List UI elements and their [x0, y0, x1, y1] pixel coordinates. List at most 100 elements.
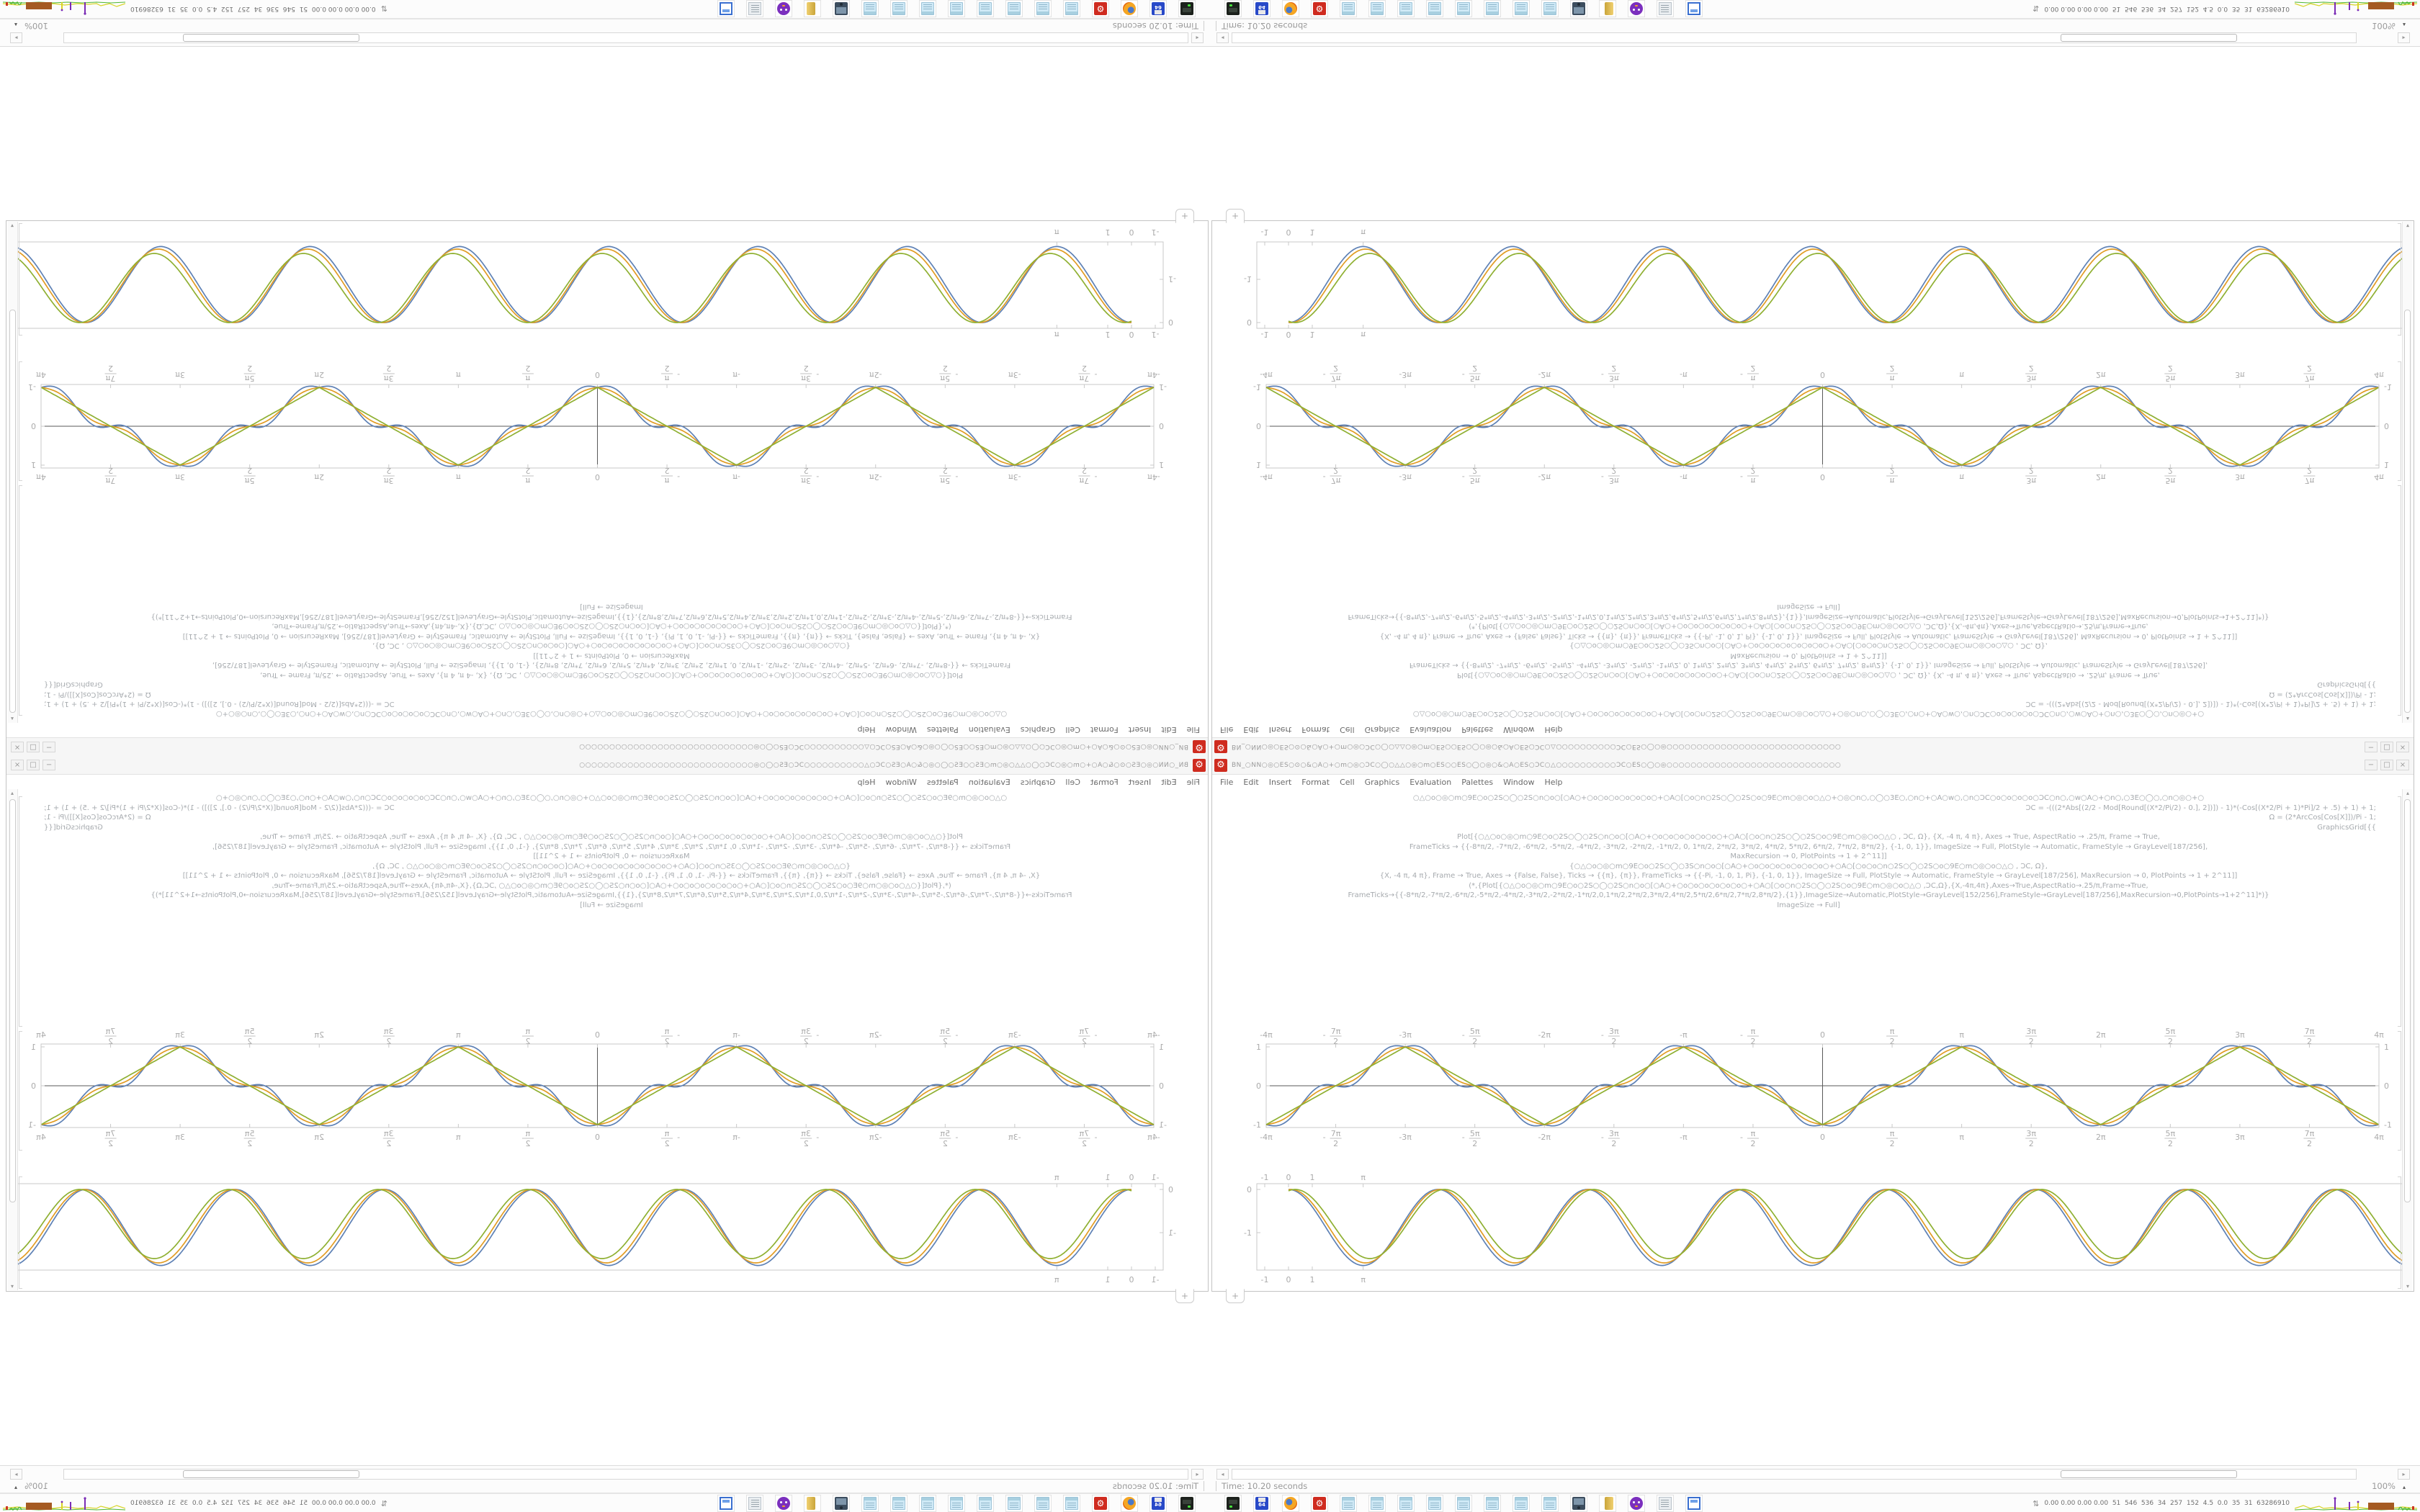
scroll-left-button[interactable]: ◂: [1191, 32, 1204, 43]
horizontal-scrollbar-thumb[interactable]: [183, 1470, 359, 1478]
folder-icon[interactable]: [1599, 0, 1616, 17]
notepad-icon[interactable]: [1426, 1495, 1443, 1512]
menu-item-cell[interactable]: Cell: [1065, 778, 1080, 787]
output-cell-bracket[interactable]: [2398, 1031, 2401, 1151]
menu-item-palettes[interactable]: Palettes: [926, 778, 959, 787]
vertical-scrollbar[interactable]: ▴ ▾: [8, 789, 18, 1290]
code-cell-bracket[interactable]: [2398, 796, 2401, 1027]
blue-window-icon[interactable]: [717, 0, 735, 17]
scroll-up-icon[interactable]: ▴: [2406, 716, 2409, 722]
horizontal-scrollbar[interactable]: [1232, 32, 2357, 43]
notepad-icon[interactable]: [1005, 1495, 1023, 1512]
monitor-camera-icon[interactable]: [1570, 1495, 1587, 1512]
monitor-camera-icon[interactable]: [1570, 0, 1587, 17]
menu-item-evaluation[interactable]: Evaluation: [1410, 778, 1452, 787]
output-cell-bracket[interactable]: [2398, 361, 2401, 481]
notepad-icon[interactable]: [1368, 0, 1386, 17]
add-cell-button[interactable]: +: [1175, 1289, 1194, 1303]
add-cell-button[interactable]: +: [1226, 209, 1245, 223]
window-titlebar[interactable]: ⚙ BN_○NN○◎○ES○⊙○&○A○+○m○◎○ƆC○◯○△△○◎○m○ES…: [1212, 737, 2414, 756]
vertical-scrollbar[interactable]: ▴ ▾: [2402, 222, 2412, 723]
vertical-scrollbar-thumb[interactable]: [2404, 310, 2411, 713]
notepad-icon[interactable]: [977, 0, 994, 17]
menu-item-graphics[interactable]: Graphics: [1020, 778, 1056, 787]
vertical-scrollbar[interactable]: ▴ ▾: [2402, 789, 2412, 1290]
output-cell-bracket[interactable]: [19, 223, 22, 336]
zoom-dropdown-icon[interactable]: ▴: [14, 1484, 18, 1490]
window-titlebar[interactable]: ⚙ BN_○NN○◎○ES○⊙○&○A○+○m○◎○ƆC○◯○△△○◎○m○ES…: [6, 756, 1208, 775]
menu-item-file[interactable]: File: [1220, 725, 1234, 734]
output-cell-bracket[interactable]: [19, 1176, 22, 1289]
minimize-button[interactable]: −: [42, 760, 55, 770]
notepad-icon[interactable]: [1541, 1495, 1559, 1512]
horizontal-scrollbar[interactable]: [63, 32, 1188, 43]
floppy-64-icon[interactable]: 64: [1150, 1495, 1167, 1512]
code-cell[interactable]: ○△○o○◎○m○9E○o○2S○◯○2S○n○o○[○A○+○o○o○o○o○…: [44, 602, 1179, 719]
folder-icon[interactable]: [804, 0, 821, 17]
sysmon-chevron-icon[interactable]: ⇅: [380, 4, 387, 14]
zoom-control[interactable]: 100% ▴: [2372, 21, 2406, 31]
menu-item-help[interactable]: Help: [1544, 778, 1563, 787]
zoom-control[interactable]: 100% ▴: [2372, 1481, 2406, 1491]
menu-item-help[interactable]: Help: [857, 778, 876, 787]
menu-item-help[interactable]: Help: [1544, 725, 1563, 734]
maximize-button[interactable]: □: [27, 742, 40, 752]
red-gear-app-icon[interactable]: ⚙: [1092, 1495, 1109, 1512]
menu-item-graphics[interactable]: Graphics: [1364, 778, 1400, 787]
menu-item-evaluation[interactable]: Evaluation: [968, 778, 1010, 787]
menu-item-format[interactable]: Format: [1090, 778, 1119, 787]
notepad-icon[interactable]: [1340, 1495, 1357, 1512]
folder-icon[interactable]: [1599, 1495, 1616, 1512]
zoom-control[interactable]: 100% ▴: [14, 1481, 48, 1491]
notepad-icon[interactable]: [861, 1495, 879, 1512]
menu-item-help[interactable]: Help: [857, 725, 876, 734]
notepad-icon[interactable]: [1426, 0, 1443, 17]
menu-item-cell[interactable]: Cell: [1340, 725, 1355, 734]
notepad-icon[interactable]: [1541, 0, 1559, 17]
firefox-icon[interactable]: [1282, 0, 1299, 17]
menu-item-format[interactable]: Format: [1301, 725, 1330, 734]
menu-item-edit[interactable]: Edit: [1243, 725, 1259, 734]
horizontal-scrollbar[interactable]: [63, 1469, 1188, 1480]
output-cell-bracket[interactable]: [2398, 223, 2401, 336]
notepad-icon[interactable]: [919, 1495, 936, 1512]
scroll-down-icon[interactable]: ▾: [2406, 1283, 2409, 1290]
notepad-icon[interactable]: [861, 0, 879, 17]
horizontal-scrollbar-thumb[interactable]: [2061, 1470, 2237, 1478]
close-button[interactable]: ×: [11, 742, 24, 752]
close-button[interactable]: ×: [11, 760, 24, 770]
notepad-icon[interactable]: [890, 1495, 908, 1512]
scroll-down-icon[interactable]: ▾: [11, 222, 14, 229]
close-button[interactable]: ×: [2396, 760, 2409, 770]
red-gear-app-icon[interactable]: ⚙: [1311, 1495, 1328, 1512]
horizontal-scrollbar-thumb[interactable]: [2061, 34, 2237, 42]
document-scroll-icon[interactable]: [1657, 1495, 1674, 1512]
blue-window-icon[interactable]: [1685, 1495, 1703, 1512]
notepad-icon[interactable]: [1484, 1495, 1501, 1512]
document-scroll-icon[interactable]: [746, 1495, 763, 1512]
zoom-control[interactable]: 100% ▴: [14, 21, 48, 31]
scroll-left-button[interactable]: ◂: [1216, 1469, 1229, 1480]
output-cell-bracket[interactable]: [19, 361, 22, 481]
folder-icon[interactable]: [804, 1495, 821, 1512]
menu-item-edit[interactable]: Edit: [1243, 778, 1259, 787]
scroll-left-button[interactable]: ◂: [1191, 1469, 1204, 1480]
floppy-64-icon[interactable]: 64: [1150, 0, 1167, 17]
menu-item-file[interactable]: File: [1186, 725, 1200, 734]
scroll-up-icon[interactable]: ▴: [11, 716, 14, 722]
firefox-icon[interactable]: [1121, 1495, 1138, 1512]
menu-item-format[interactable]: Format: [1301, 778, 1330, 787]
maximize-button[interactable]: □: [2380, 760, 2393, 770]
scroll-right-button[interactable]: ▸: [2398, 1469, 2410, 1480]
sysmon-chevron-icon[interactable]: ⇅: [2033, 4, 2040, 14]
notepad-icon[interactable]: [948, 1495, 965, 1512]
notepad-icon[interactable]: [1063, 1495, 1080, 1512]
horizontal-scrollbar-thumb[interactable]: [183, 34, 359, 42]
notepad-icon[interactable]: [1368, 1495, 1386, 1512]
zoom-dropdown-icon[interactable]: ▴: [2402, 22, 2406, 28]
notepad-icon[interactable]: [1455, 0, 1472, 17]
vertical-scrollbar-thumb[interactable]: [9, 799, 16, 1202]
notepad-icon[interactable]: [1034, 1495, 1052, 1512]
code-cell-bracket[interactable]: [2398, 485, 2401, 716]
purple-avatar-icon[interactable]: [1628, 0, 1645, 17]
